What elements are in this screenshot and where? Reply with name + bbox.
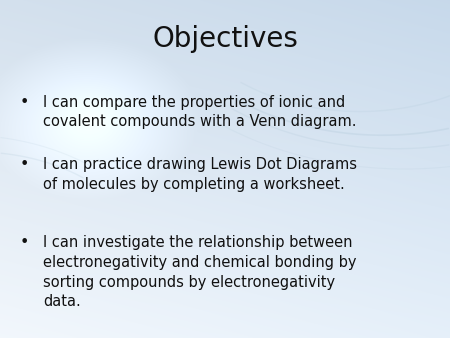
- Text: I can compare the properties of ionic and
covalent compounds with a Venn diagram: I can compare the properties of ionic an…: [43, 95, 356, 129]
- Text: Objectives: Objectives: [152, 25, 298, 53]
- Text: I can practice drawing Lewis Dot Diagrams
of molecules by completing a worksheet: I can practice drawing Lewis Dot Diagram…: [43, 157, 357, 192]
- Text: •: •: [20, 95, 29, 110]
- Text: •: •: [20, 235, 29, 250]
- Text: I can investigate the relationship between
electronegativity and chemical bondin: I can investigate the relationship betwe…: [43, 235, 356, 309]
- Text: •: •: [20, 157, 29, 172]
